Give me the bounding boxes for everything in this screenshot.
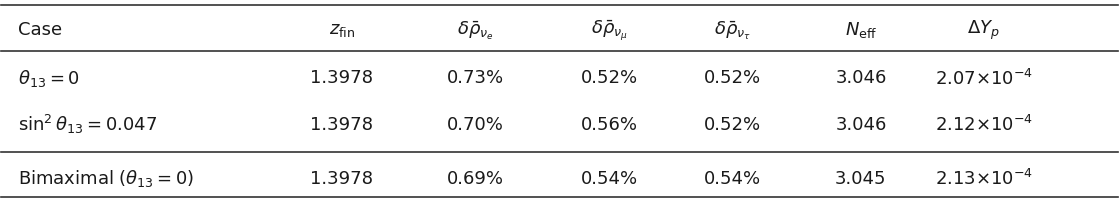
- Text: $\delta\bar{\rho}_{\nu_\tau}$: $\delta\bar{\rho}_{\nu_\tau}$: [714, 19, 751, 42]
- Text: 1.3978: 1.3978: [310, 115, 374, 133]
- Text: 0.69%: 0.69%: [448, 169, 505, 187]
- Text: 0.70%: 0.70%: [448, 115, 505, 133]
- Text: 1.3978: 1.3978: [310, 169, 374, 187]
- Text: $\delta\bar{\rho}_{\nu_e}$: $\delta\bar{\rho}_{\nu_e}$: [458, 19, 495, 42]
- Text: 0.56%: 0.56%: [581, 115, 638, 133]
- Text: $z_{\mathrm{fin}}$: $z_{\mathrm{fin}}$: [329, 21, 355, 39]
- Text: 3.046: 3.046: [835, 115, 886, 133]
- Text: $2.12{\times}10^{-4}$: $2.12{\times}10^{-4}$: [934, 114, 1033, 134]
- Text: $\theta_{13} = 0$: $\theta_{13} = 0$: [18, 68, 79, 88]
- Text: 0.54%: 0.54%: [704, 169, 761, 187]
- Text: 0.52%: 0.52%: [704, 69, 761, 87]
- Text: Case: Case: [18, 21, 63, 39]
- Text: Bimaximal $(\theta_{13} = 0)$: Bimaximal $(\theta_{13} = 0)$: [18, 167, 195, 188]
- Text: $2.07{\times}10^{-4}$: $2.07{\times}10^{-4}$: [934, 68, 1033, 88]
- Text: $\Delta Y_p$: $\Delta Y_p$: [967, 19, 1000, 42]
- Text: $2.13{\times}10^{-4}$: $2.13{\times}10^{-4}$: [934, 168, 1033, 188]
- Text: 3.045: 3.045: [835, 169, 886, 187]
- Text: 1.3978: 1.3978: [310, 69, 374, 87]
- Text: $\sin^2\theta_{13} = 0.047$: $\sin^2\theta_{13} = 0.047$: [18, 113, 158, 135]
- Text: $\delta\bar{\rho}_{\nu_\mu}$: $\delta\bar{\rho}_{\nu_\mu}$: [591, 18, 628, 43]
- Text: 0.52%: 0.52%: [704, 115, 761, 133]
- Text: $N_{\mathrm{eff}}$: $N_{\mathrm{eff}}$: [845, 20, 877, 40]
- Text: 0.54%: 0.54%: [581, 169, 638, 187]
- Text: 0.73%: 0.73%: [448, 69, 505, 87]
- Text: 0.52%: 0.52%: [581, 69, 638, 87]
- Text: 3.046: 3.046: [835, 69, 886, 87]
